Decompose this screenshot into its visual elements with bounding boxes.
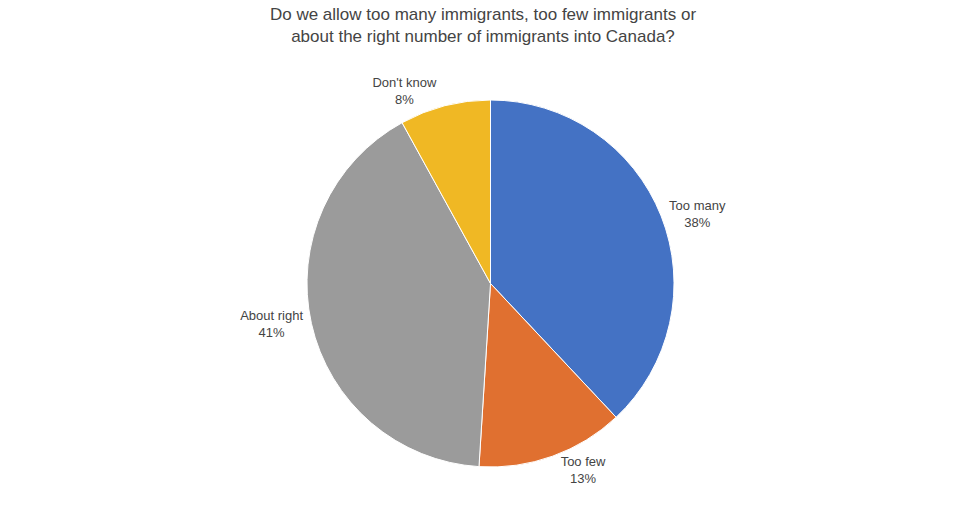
svg-text:About right41%: About right41% (240, 308, 303, 340)
svg-text:Do we allow too many immigrant: Do we allow too many immigrants, too few… (270, 5, 696, 46)
svg-text:Don't know8%: Don't know8% (372, 75, 437, 107)
svg-text:Too few13%: Too few13% (561, 454, 606, 486)
svg-text:Too many38%: Too many38% (669, 198, 726, 230)
